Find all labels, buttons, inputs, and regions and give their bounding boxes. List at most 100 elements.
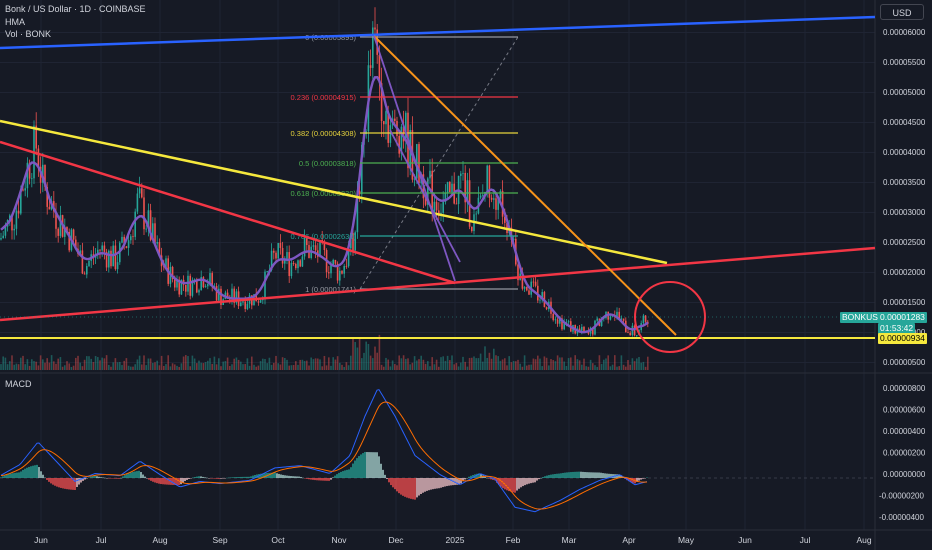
candle-body (501, 190, 504, 217)
macd-histogram-bar (154, 478, 156, 483)
macd-histogram-bar (208, 478, 210, 479)
candle-body (108, 250, 110, 268)
volume-bar (209, 358, 211, 370)
macd-histogram-bar (534, 478, 536, 483)
macd-histogram-bar (142, 474, 144, 478)
macd-histogram-bar (286, 475, 288, 478)
candle-body (193, 279, 196, 281)
macd-histogram-bar (202, 476, 204, 478)
candle-body (286, 252, 288, 259)
macd-histogram-bar (172, 478, 174, 485)
candle-body (442, 201, 444, 213)
price-axis-label: 0.00006000 (883, 28, 926, 37)
macd-histogram-bar (466, 477, 468, 479)
macd-axis-label: 0.00000800 (883, 384, 926, 393)
volume-bar (130, 366, 132, 370)
macd-histogram-bar (546, 475, 548, 478)
hma-indicator-label[interactable]: HMA (5, 17, 25, 27)
volume-bar (339, 362, 341, 370)
candle-body (35, 125, 37, 149)
macd-histogram-bar (72, 478, 74, 490)
macd-histogram-bar (0, 477, 2, 478)
last-price-tag: 0.00001283 (878, 312, 927, 323)
macd-histogram-bar (66, 478, 68, 490)
candle-body (402, 126, 405, 142)
currency-button[interactable]: USD (880, 4, 924, 20)
volume-bar (325, 365, 328, 370)
macd-histogram-bar (438, 478, 440, 489)
macd-histogram-bar (2, 476, 4, 478)
candle-body (279, 242, 282, 248)
volume-bar (418, 359, 420, 370)
volume-bar (642, 361, 645, 370)
candle-body (244, 301, 246, 309)
volume-bar (207, 360, 209, 370)
candle-body (495, 198, 497, 210)
candle-body (20, 189, 22, 214)
volume-bar (50, 355, 53, 370)
macd-histogram-bar (342, 471, 344, 478)
macd-histogram-bar (422, 478, 424, 493)
macd-histogram-bar (64, 478, 66, 489)
macd-histogram-bar (98, 476, 100, 478)
volume-bar (565, 365, 568, 370)
volume-bar (427, 361, 429, 370)
volume-bar (501, 359, 504, 370)
macd-histogram-bar (638, 478, 640, 481)
macd-histogram-bar (238, 477, 240, 478)
volume-bar (59, 357, 62, 370)
candle-body (198, 290, 200, 293)
volume-bar (475, 358, 477, 370)
macd-histogram-bar (212, 478, 214, 479)
macd-histogram-bar (472, 474, 474, 478)
volume-bar (521, 366, 524, 370)
candle-body (556, 319, 559, 324)
candle-body (240, 302, 242, 307)
macd-histogram-bar (368, 452, 370, 478)
macd-histogram-bar (484, 476, 486, 478)
macd-histogram-bar (486, 477, 488, 479)
volume-bar (572, 365, 574, 370)
macd-histogram-bar (60, 478, 62, 488)
macd-pane (0, 389, 875, 513)
macd-histogram-bar (554, 473, 556, 478)
candle-body (270, 250, 273, 271)
candle-body (561, 318, 563, 330)
macd-histogram-bar (230, 477, 232, 478)
macd-histogram-bar (402, 478, 404, 496)
macd-histogram-bar (278, 473, 280, 478)
volume-bar (222, 361, 224, 370)
macd-histogram-bar (544, 476, 546, 478)
volume-bar (154, 362, 156, 370)
symbol-title[interactable]: Bonk / US Dollar · 1D · COINBASE (5, 4, 146, 14)
macd-histogram-bar (570, 472, 572, 478)
macd-histogram-bar (178, 478, 180, 486)
volume-bar (275, 355, 277, 370)
candle-body (446, 181, 449, 194)
macd-histogram-bar (118, 478, 120, 479)
trend-drawings[interactable] (0, 15, 876, 353)
macd-histogram-bar (156, 478, 158, 484)
candle-body (211, 273, 213, 287)
candle-body (424, 198, 427, 205)
volume-bar (88, 356, 90, 370)
macd-histogram-bar (90, 476, 92, 478)
macd-histogram-bar (220, 478, 222, 479)
macd-label[interactable]: MACD (5, 379, 32, 389)
volume-bar (365, 341, 367, 370)
macd-histogram-bar (586, 472, 588, 478)
macd-histogram-bar (174, 478, 176, 486)
volume-bar (510, 362, 513, 370)
volume-indicator-label[interactable]: Vol · BONK (5, 29, 52, 39)
candle-body (97, 249, 99, 254)
macd-histogram-bar (162, 478, 164, 485)
time-axis-label: Jun (34, 535, 48, 545)
macd-histogram-bar (100, 477, 102, 478)
macd-histogram-bar (188, 478, 190, 479)
volume-bar (17, 364, 20, 370)
volume-bar (341, 364, 343, 370)
fib-retracement[interactable]: 0 (0.00005895)0.236 (0.00004915)0.382 (0… (291, 33, 519, 294)
price-axis-label: 0.00002000 (883, 268, 926, 277)
candle-body (334, 259, 337, 264)
